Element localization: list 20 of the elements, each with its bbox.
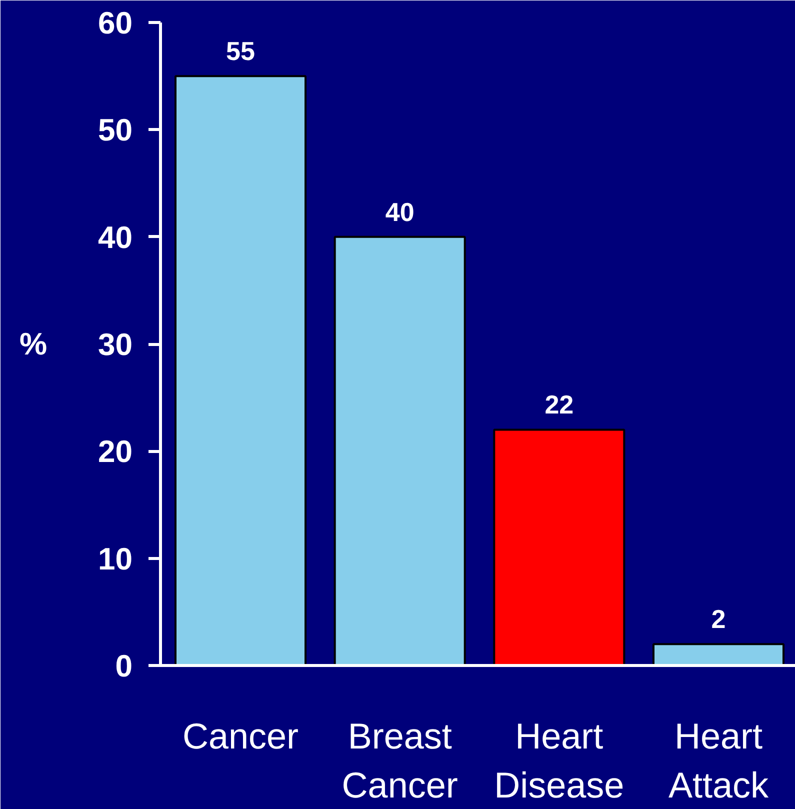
x-tick-label: Heart Disease — [494, 716, 624, 806]
bar — [652, 643, 784, 666]
y-tick-label: 0 — [115, 648, 133, 684]
y-axis-title: % — [19, 326, 48, 362]
data-label: 22 — [544, 390, 574, 420]
y-tick-label: 40 — [98, 220, 133, 255]
data-label: 55 — [226, 36, 255, 66]
data-label: 40 — [385, 196, 414, 227]
y-tick-label: 20 — [98, 434, 133, 470]
x-tick-label: Cancer — [182, 716, 299, 756]
data-label: 2 — [711, 604, 726, 634]
x-tick-label: Breast Cancer — [342, 716, 458, 806]
x-tick-label: Heart Attack — [668, 716, 770, 806]
y-tick-label: 50 — [98, 112, 133, 148]
y-tick-label: 10 — [98, 541, 133, 576]
y-tick-label: 60 — [98, 6, 133, 40]
bar — [174, 75, 307, 666]
y-tick-label: 30 — [98, 327, 133, 362]
bar — [334, 236, 466, 666]
bar — [493, 428, 626, 666]
